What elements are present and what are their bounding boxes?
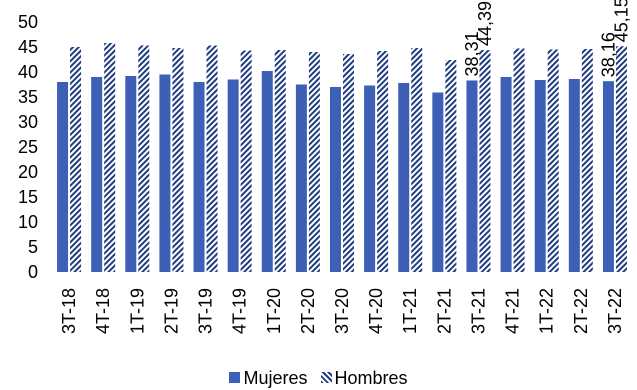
bar-mujeres [295,84,307,272]
legend-label-mujeres: Mujeres [243,367,308,388]
bar-mujeres [466,80,478,272]
y-tick-label: 15 [18,187,38,207]
data-label-hombres: 45,15 [611,0,631,42]
x-tick-label: 4T-18 [93,288,113,334]
x-tick-label: 3T-19 [196,288,216,334]
x-tick-label: 4T-21 [503,288,523,334]
data-label-mujeres: 38,31 [462,31,482,76]
x-tick-label: 2T-22 [571,288,591,334]
x-tick-label: 3T-22 [605,288,625,334]
bar-mujeres [568,79,580,272]
y-tick-label: 0 [28,262,38,282]
x-axis: 3T-18 4T-18 1T-19 2T-19 3T-19 4T-19 1T-20 2T-20… [59,288,625,334]
bar-hombres [308,52,320,272]
x-tick-label: 4T-19 [230,288,250,334]
bar-hombres [70,47,82,272]
legend: Mujeres Hombres [0,367,637,388]
bar-hombres [581,49,593,272]
bar-chart: 0 5 10 15 20 25 30 35 40 45 50 3T-18 4T-18 1T-19 2T-1… [18,0,631,334]
data-label-hombres: 44,39 [475,1,495,46]
legend-swatch-mujeres [229,372,241,383]
bar-mujeres [261,71,273,272]
data-label-mujeres: 38,16 [598,32,618,77]
bar-hombres [172,48,184,272]
bar-hombres [274,50,286,272]
bar-hombres [377,51,389,272]
x-tick-label: 1T-21 [400,288,420,334]
legend-item-hombres: Hombres [320,367,408,388]
bar-mujeres [125,76,137,272]
y-tick-label: 20 [18,162,38,182]
bar-mujeres [330,87,341,272]
bar-mujeres [364,85,376,272]
y-tick-label: 45 [18,37,38,57]
x-tick-label: 2T-19 [161,288,181,334]
x-tick-label: 2T-21 [434,288,454,334]
legend-item-mujeres: Mujeres [229,368,307,388]
bar-hombres [513,48,525,272]
bar-hombres [445,60,457,272]
x-tick-label: 3T-21 [468,288,488,334]
x-tick-label: 3T-20 [332,288,352,334]
y-tick-label: 30 [18,112,38,132]
bar-hombres [343,54,354,272]
y-tick-label: 10 [18,212,38,232]
bars [57,43,627,272]
bar-mujeres [159,74,171,272]
y-tick-label: 25 [18,137,38,157]
x-tick-label: 1T-19 [127,288,147,334]
bar-hombres [206,45,218,272]
bar-mujeres [91,77,103,272]
y-tick-label: 50 [18,12,38,32]
bar-mujeres [57,82,69,272]
bar-mujeres [534,80,546,272]
bar-hombres [104,43,116,272]
y-tick-label: 35 [18,87,38,107]
y-axis: 0 5 10 15 20 25 30 35 40 45 50 [18,12,38,282]
bar-hombres [547,49,559,272]
x-tick-label: 4T-20 [366,288,386,334]
bar-mujeres [432,92,444,272]
bar-hombres [138,45,150,272]
x-tick-label: 1T-22 [537,288,557,334]
legend-label-hombres: Hombres [334,367,408,388]
y-tick-label: 5 [28,237,38,257]
y-tick-label: 40 [18,62,38,82]
legend-swatch-hombres [320,372,332,383]
bar-hombres [479,50,491,272]
x-tick-label: 2T-20 [298,288,318,334]
x-tick-label: 3T-18 [59,288,79,334]
bar-mujeres [500,77,512,272]
bar-mujeres [193,82,205,272]
bar-hombres [240,50,252,272]
bar-mujeres [602,81,614,272]
bar-hombres [615,46,627,272]
bar-mujeres [227,79,239,272]
bar-mujeres [398,83,410,272]
bar-hombres [411,48,423,272]
x-tick-label: 1T-20 [264,288,284,334]
